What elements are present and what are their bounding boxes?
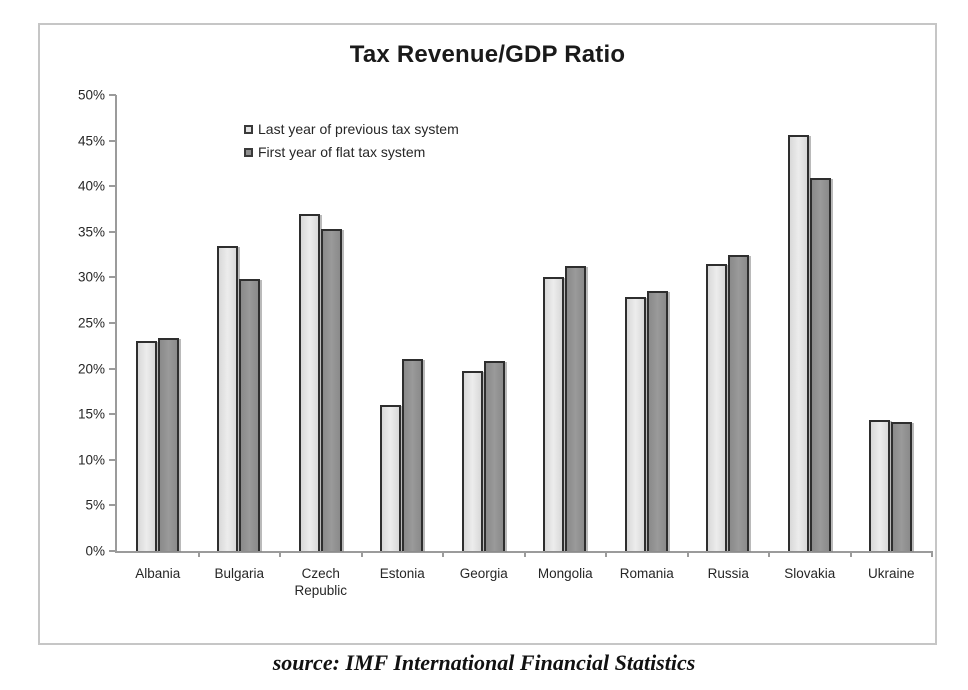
y-axis-tick-label: 40% (77, 178, 105, 194)
bar (728, 254, 750, 551)
y-axis-tick (109, 276, 116, 279)
dark-square-icon (244, 147, 253, 157)
x-axis-tick (605, 551, 608, 557)
y-axis-tick (109, 139, 116, 142)
bar (239, 279, 261, 551)
legend: Last year of previous tax system First y… (244, 121, 459, 160)
bar (157, 337, 179, 551)
bar-group: Estonia (362, 95, 445, 581)
x-axis-tick (360, 551, 363, 557)
y-axis-tick (109, 94, 116, 96)
y-axis-tick (109, 322, 116, 324)
chart-title: Tax Revenue/GDP Ratio (349, 41, 626, 68)
source-caption: source: IMF International Financial Stat… (272, 650, 696, 675)
x-axis-label: Slovakia (784, 566, 836, 581)
light-square-icon (244, 124, 253, 134)
bar (380, 405, 402, 551)
y-axis-tick (109, 230, 116, 233)
y-axis-tick (109, 413, 116, 416)
y-axis-tick-label: 25% (77, 315, 105, 331)
bar-group: Mongolia (525, 95, 608, 581)
bar (891, 422, 913, 551)
y-axis-tick (109, 504, 116, 507)
x-axis-label: Romania (619, 566, 674, 581)
bar (869, 419, 891, 551)
bar (543, 277, 565, 551)
x-axis-label: Czech Republic (294, 566, 348, 598)
bar-group: Georgia (443, 95, 526, 581)
bar (624, 297, 646, 551)
bar (646, 291, 668, 551)
x-axis-label: Mongolia (537, 566, 593, 581)
y-axis-tick (109, 185, 116, 188)
bar (320, 229, 342, 551)
bar (565, 265, 587, 551)
bar (217, 246, 239, 551)
legend-item: First year of flat tax system (244, 144, 459, 160)
x-axis-tick (931, 551, 934, 557)
bar (402, 358, 424, 551)
bar-group: Czech Republic (280, 95, 363, 598)
y-axis-tick-label: 30% (77, 269, 105, 285)
chart-frame: Tax Revenue/GDP Ratio Last year of previ… (38, 23, 937, 645)
x-axis-label: Estonia (379, 566, 425, 581)
bar (809, 178, 831, 551)
y-axis-tick-label: 0% (85, 543, 105, 559)
bar (298, 213, 320, 551)
y-axis-tick (109, 550, 116, 552)
bar-group: Russia (688, 95, 771, 581)
legend-label: Last year of previous tax system (258, 121, 459, 137)
bar-group: Slovakia (769, 95, 852, 581)
bar-groups: Albania Bulgaria Czech Republic Estonia Geor… (117, 95, 934, 598)
bar (706, 263, 728, 551)
x-axis-label: Bulgaria (214, 566, 265, 581)
x-axis-tick (768, 551, 771, 557)
x-axis-label: Ukraine (867, 566, 915, 581)
x-axis-tick (279, 551, 282, 557)
y-axis-tick (109, 367, 116, 370)
y-axis-tick (109, 458, 116, 461)
y-axis-tick-label: 20% (77, 361, 105, 377)
x-axis-tick (849, 551, 852, 557)
x-axis-label: Georgia (459, 566, 508, 581)
bar-group: Bulgaria (199, 95, 282, 581)
x-axis-tick (442, 551, 445, 557)
y-axis-tick-label: 10% (77, 452, 105, 468)
y-axis-tick-label: 45% (77, 133, 105, 149)
bar (135, 341, 157, 551)
bar-group: Ukraine (851, 95, 934, 581)
legend-item: Last year of previous tax system (244, 121, 459, 137)
bar-group: Albania (117, 95, 200, 581)
bar (483, 361, 505, 551)
y-axis-tick-label: 5% (85, 497, 105, 513)
x-axis-tick (686, 551, 689, 557)
x-axis-tick (197, 551, 200, 557)
bar (461, 371, 483, 551)
bar-group: Romania (606, 95, 689, 581)
y-axis-tick-label: 15% (77, 406, 105, 422)
x-axis-label: Albania (135, 566, 181, 581)
x-axis-label: Russia (707, 566, 749, 581)
y-axis-tick-label: 35% (77, 224, 105, 240)
y-axis-tick-label: 50% (77, 87, 105, 103)
bar (787, 135, 809, 551)
legend-label: First year of flat tax system (258, 144, 426, 160)
plot-area: Last year of previous tax system First y… (78, 88, 934, 598)
x-axis-tick (523, 551, 526, 557)
